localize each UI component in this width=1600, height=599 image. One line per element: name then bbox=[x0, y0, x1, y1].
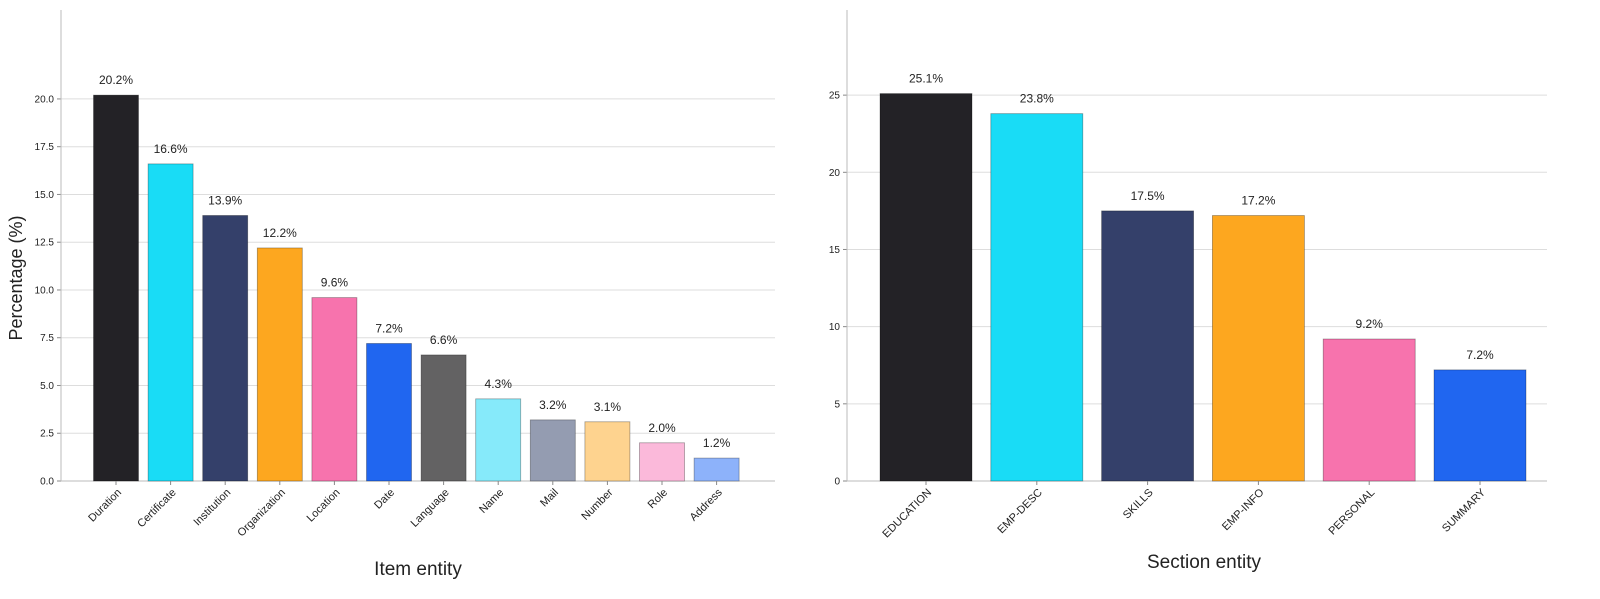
bar-location bbox=[311, 297, 358, 482]
bar-value-label: 12.2% bbox=[263, 226, 297, 240]
x-tick-label: Number bbox=[579, 486, 615, 522]
x-tick-label: Name bbox=[477, 487, 506, 516]
x-tick-label: Duration bbox=[86, 487, 124, 525]
y-tick-label: 10 bbox=[829, 322, 841, 333]
x-tick-label: PERSONAL bbox=[1326, 487, 1377, 538]
y-tick-label: 17.5 bbox=[35, 142, 55, 153]
bar-emp-info bbox=[1211, 215, 1305, 482]
bar-skills bbox=[1101, 210, 1195, 482]
bar-date bbox=[366, 343, 412, 482]
bar-value-label: 6.6% bbox=[430, 333, 458, 347]
bar-value-label: 13.9% bbox=[208, 193, 242, 207]
bar-value-label: 20.2% bbox=[99, 73, 133, 87]
bar-organization bbox=[256, 247, 303, 482]
bar-address bbox=[693, 457, 740, 482]
x-tick-label: Date bbox=[372, 487, 397, 512]
bar-value-label: 25.1% bbox=[909, 72, 943, 86]
bar-duration bbox=[93, 94, 139, 482]
x-tick-label: Certificate bbox=[135, 487, 179, 531]
x-tick-label: EDUCATION bbox=[880, 487, 934, 541]
y-tick-label: 7.5 bbox=[40, 333, 54, 344]
y-tick-label: 5 bbox=[834, 399, 840, 410]
y-tick-label: 2.5 bbox=[40, 429, 54, 440]
x-tick-label: Organization bbox=[235, 487, 288, 540]
bar-name bbox=[475, 398, 522, 482]
bar-role bbox=[639, 442, 685, 482]
bar-value-label: 3.2% bbox=[539, 398, 567, 412]
bar-value-label: 9.2% bbox=[1356, 317, 1384, 331]
y-tick-label: 20.0 bbox=[35, 94, 55, 105]
y-tick-label: 15.0 bbox=[35, 190, 55, 201]
bar-value-label: 17.2% bbox=[1241, 194, 1275, 208]
x-tick-label: Address bbox=[688, 486, 725, 523]
x-tick-label: SKILLS bbox=[1121, 487, 1156, 522]
x-tick-label: SUMMARY bbox=[1440, 486, 1489, 535]
x-tick-label: Location bbox=[305, 487, 343, 525]
bar-value-label: 1.2% bbox=[703, 436, 731, 450]
bar-value-label: 4.3% bbox=[485, 377, 513, 391]
x-tick-label: EMP-INFO bbox=[1220, 486, 1267, 533]
y-tick-label: 10.0 bbox=[35, 285, 55, 296]
y-tick-label: 20 bbox=[829, 168, 841, 179]
x-tick-label: Mail bbox=[538, 487, 561, 510]
x-tick-label: EMP-DESC bbox=[995, 487, 1045, 537]
x-axis-title: Item entity bbox=[374, 559, 462, 580]
x-axis-title: Section entity bbox=[1147, 552, 1262, 573]
y-tick-label: 25 bbox=[829, 91, 841, 102]
y-tick-label: 15 bbox=[829, 245, 841, 256]
y-tick-label: 5.0 bbox=[40, 381, 54, 392]
bar-value-label: 7.2% bbox=[375, 321, 403, 335]
section-entity-chart: 0 5 10 15 20 25 25.1% EDUCATION 23.8% EMP-DESC 17.… bbox=[829, 10, 1547, 573]
bar-value-label: 2.0% bbox=[648, 421, 676, 435]
bar-value-label: 7.2% bbox=[1466, 348, 1494, 362]
y-tick-label: 0 bbox=[834, 477, 840, 488]
bar-education bbox=[879, 93, 973, 482]
bar-mail bbox=[529, 419, 576, 482]
bar-value-label: 3.1% bbox=[594, 400, 622, 414]
bar-personal bbox=[1322, 338, 1416, 482]
bar-summary bbox=[1433, 369, 1527, 482]
x-tick-label: Language bbox=[409, 487, 452, 530]
y-tick-label: 12.5 bbox=[35, 238, 55, 249]
bar-emp-desc bbox=[990, 113, 1084, 482]
bar-number bbox=[584, 421, 631, 482]
bar-language bbox=[420, 354, 467, 482]
bar-value-label: 23.8% bbox=[1020, 92, 1054, 106]
item-entity-chart: 0.0 2.5 5.0 7.5 10.0 12.5 15.0 17.5 20.0 20.2% Dur… bbox=[6, 10, 775, 580]
x-tick-label: Institution bbox=[192, 487, 234, 529]
x-tick-label: Role bbox=[646, 487, 670, 511]
bar-value-label: 17.5% bbox=[1131, 189, 1165, 203]
bar-certificate bbox=[147, 163, 194, 482]
bar-value-label: 9.6% bbox=[321, 276, 349, 290]
y-tick-label: 0.0 bbox=[40, 477, 54, 488]
bar-institution bbox=[202, 215, 249, 482]
bar-value-label: 16.6% bbox=[154, 142, 188, 156]
y-axis-title: Percentage (%) bbox=[6, 215, 26, 340]
